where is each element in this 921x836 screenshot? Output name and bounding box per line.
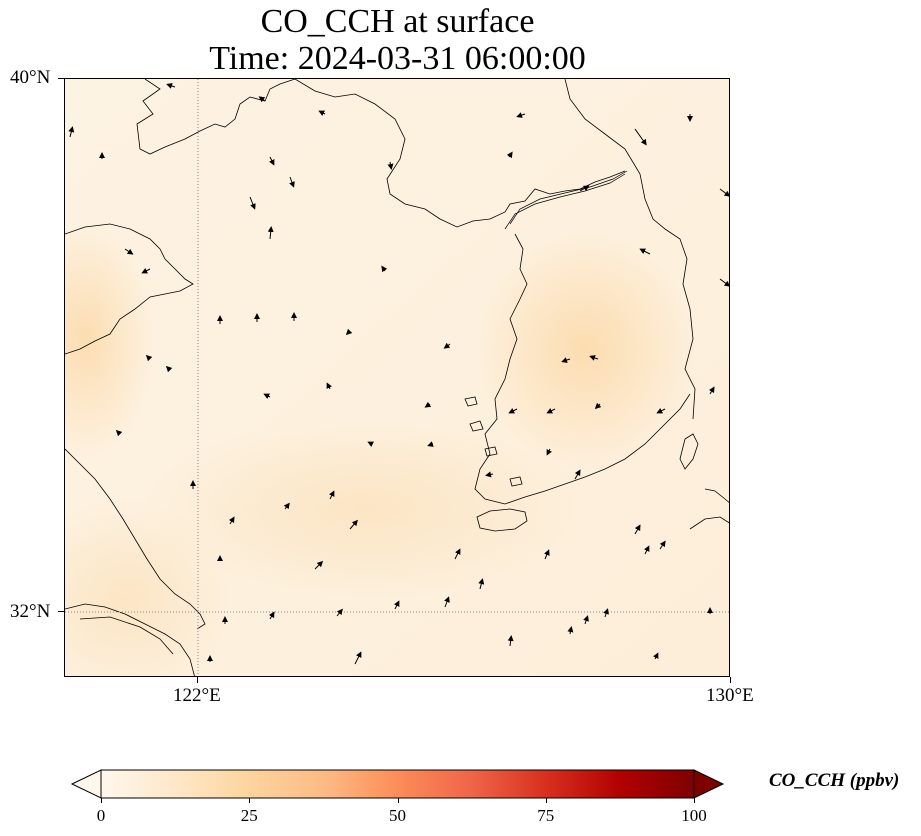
coastlines bbox=[65, 79, 729, 676]
colorbar-tick-mark bbox=[101, 798, 102, 803]
lon-tick-label-130: 130°E bbox=[706, 685, 754, 706]
colorbar-tick-mark bbox=[249, 798, 251, 803]
wind-vector-arrow bbox=[444, 596, 450, 608]
lat-tick-mark-40 bbox=[58, 78, 64, 79]
wind-vector-arrow bbox=[544, 549, 550, 560]
wind-vector-arrow bbox=[165, 365, 173, 373]
wind-vector-arrow bbox=[387, 161, 394, 170]
wind-vector-arrow bbox=[166, 83, 176, 89]
wind-vector-arrow bbox=[567, 626, 574, 635]
wind-vector-arrow bbox=[349, 519, 358, 530]
map-time-subtitle: Time: 2024-03-31 06:00:00 bbox=[209, 40, 586, 77]
colorbar-tick-mark bbox=[694, 798, 695, 803]
wind-vector-arrow bbox=[485, 471, 494, 478]
wind-vector-arrow bbox=[574, 469, 581, 480]
wind-vector-arrow bbox=[367, 441, 375, 448]
wind-vector-arrow bbox=[141, 267, 151, 274]
concentration-high-shandong bbox=[65, 219, 155, 459]
wind-vector-arrow bbox=[249, 196, 256, 210]
wind-vector-arrow bbox=[639, 248, 651, 255]
concentration-high-korea bbox=[475, 229, 695, 469]
wind-vector-arrow bbox=[589, 355, 599, 361]
colorbar-tick-label: 75 bbox=[537, 806, 555, 825]
wind-vector-arrow bbox=[263, 393, 271, 400]
wind-vector-arrow bbox=[652, 652, 659, 660]
wind-vector-arrow bbox=[68, 126, 75, 138]
wind-vector-arrow bbox=[443, 342, 451, 349]
map-title: CO_CCH at surface bbox=[260, 3, 535, 40]
wind-vector-arrow bbox=[546, 448, 553, 456]
wind-vector-arrow bbox=[719, 278, 729, 287]
colorbar-extend-low bbox=[70, 769, 102, 799]
wind-vector-arrow bbox=[228, 516, 235, 525]
wind-vector-arrow bbox=[719, 188, 729, 197]
wind-vector-arrow bbox=[516, 112, 526, 118]
wind-vector-arrow bbox=[634, 128, 647, 146]
wind-vector-arrow bbox=[659, 540, 666, 550]
colorbar-tick-mark bbox=[397, 798, 399, 803]
wind-vector-arrow bbox=[354, 651, 362, 665]
wind-vector-arrow bbox=[124, 248, 134, 255]
wind-vector-arrow bbox=[268, 611, 275, 620]
wind-vector-arrow bbox=[381, 265, 388, 273]
colorbar-bar bbox=[100, 769, 695, 799]
lon-tick-label-122: 122°E bbox=[173, 685, 221, 706]
map-panel bbox=[64, 78, 730, 677]
wind-vector-arrow bbox=[268, 156, 275, 166]
wind-vector-arrow bbox=[336, 608, 343, 617]
wind-vector-arrow bbox=[145, 354, 153, 362]
wind-vector-arrow bbox=[583, 615, 589, 625]
wind-vector-arrow bbox=[258, 96, 266, 103]
wind-vector-arrow bbox=[345, 328, 353, 336]
wind-vectors bbox=[68, 83, 729, 665]
colorbar-extend-high bbox=[693, 769, 725, 799]
wind-vector-arrow bbox=[478, 578, 485, 590]
wind-vector-arrow bbox=[561, 357, 571, 363]
wind-vector-arrow bbox=[424, 401, 432, 408]
gridlines bbox=[65, 79, 729, 676]
lon-tick-mark-122 bbox=[197, 677, 198, 683]
wind-vector-arrow bbox=[267, 226, 274, 240]
colorbar-tick-label: 0 bbox=[96, 806, 106, 825]
wind-vector-arrow bbox=[579, 185, 590, 192]
lat-tick-mark-32 bbox=[58, 611, 64, 612]
colorbar-tick-mark bbox=[545, 798, 547, 803]
lat-tick-label-32: 32°N bbox=[10, 601, 51, 622]
colorbar-tick-label: 50 bbox=[389, 806, 406, 825]
wind-vector-arrow bbox=[603, 608, 609, 618]
wind-vector-arrow bbox=[115, 429, 123, 437]
wind-vector-arrow bbox=[594, 402, 602, 410]
map-canvas bbox=[65, 79, 729, 676]
wind-vector-arrow bbox=[283, 502, 290, 510]
concentration-mid-sea bbox=[145, 419, 585, 599]
wind-vector-arrow bbox=[328, 490, 335, 500]
lon-tick-mark-130 bbox=[730, 677, 731, 683]
wind-vector-arrow bbox=[506, 151, 513, 159]
lat-tick-label-40: 40°N bbox=[10, 67, 51, 88]
colorbar-label: CO_CCH (ppbv) bbox=[769, 770, 900, 791]
wind-vector-arrow bbox=[314, 560, 324, 570]
colorbar bbox=[70, 769, 725, 799]
wind-vector-arrow bbox=[546, 407, 556, 414]
wind-vector-arrow bbox=[643, 545, 650, 555]
wind-vector-arrow bbox=[393, 600, 400, 610]
wind-vector-arrow bbox=[508, 407, 518, 414]
wind-vector-arrow bbox=[634, 524, 641, 535]
wind-vector-arrow bbox=[454, 548, 461, 560]
colorbar-tick-label: 100 bbox=[681, 806, 707, 825]
wind-vector-arrow bbox=[427, 441, 434, 447]
wind-vector-arrow bbox=[507, 635, 514, 647]
wind-vector-arrow bbox=[318, 110, 326, 117]
wind-vector-arrow bbox=[289, 176, 295, 188]
wind-vector-arrow bbox=[656, 407, 666, 414]
colorbar-tick-label: 25 bbox=[240, 806, 258, 825]
wind-vector-arrow bbox=[326, 382, 333, 390]
wind-vector-arrow bbox=[708, 386, 715, 395]
